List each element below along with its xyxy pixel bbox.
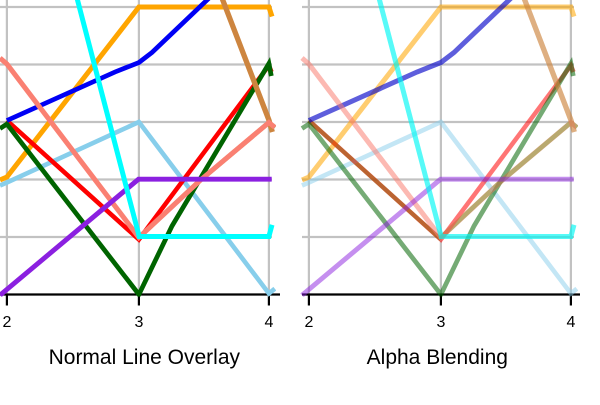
svg-text:3: 3 [134,314,143,331]
svg-text:2: 2 [304,314,313,331]
svg-text:4: 4 [264,314,273,331]
svg-text:3: 3 [436,314,445,331]
svg-text:Alpha Blending: Alpha Blending [367,346,508,369]
svg-text:Normal Line Overlay: Normal Line Overlay [49,346,241,369]
svg-text:4: 4 [566,314,575,331]
svg-text:2: 2 [2,314,11,331]
